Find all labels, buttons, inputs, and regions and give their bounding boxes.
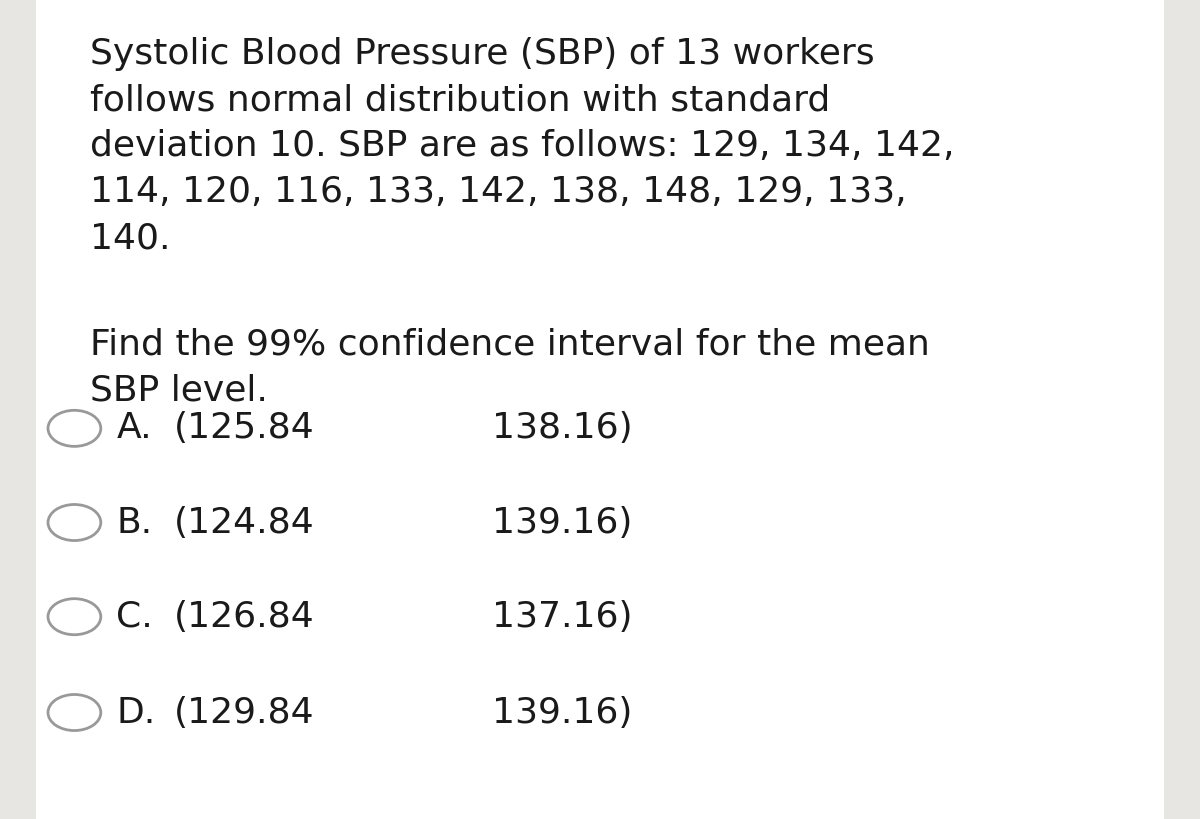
Text: D.: D. <box>116 695 156 730</box>
Text: C.: C. <box>116 600 154 634</box>
Text: Find the 99% confidence interval for the mean
SBP level.: Find the 99% confidence interval for the… <box>90 328 930 408</box>
Text: Systolic Blood Pressure (SBP) of 13 workers
follows normal distribution with sta: Systolic Blood Pressure (SBP) of 13 work… <box>90 37 954 256</box>
Text: 139.16): 139.16) <box>492 505 632 540</box>
FancyBboxPatch shape <box>36 0 1164 819</box>
Text: (124.84: (124.84 <box>174 505 314 540</box>
Text: 138.16): 138.16) <box>492 411 632 446</box>
Text: (125.84: (125.84 <box>174 411 314 446</box>
Text: A.: A. <box>116 411 152 446</box>
Text: B.: B. <box>116 505 152 540</box>
Text: (129.84: (129.84 <box>174 695 314 730</box>
Text: 139.16): 139.16) <box>492 695 632 730</box>
Text: (126.84: (126.84 <box>174 600 314 634</box>
Text: 137.16): 137.16) <box>492 600 632 634</box>
